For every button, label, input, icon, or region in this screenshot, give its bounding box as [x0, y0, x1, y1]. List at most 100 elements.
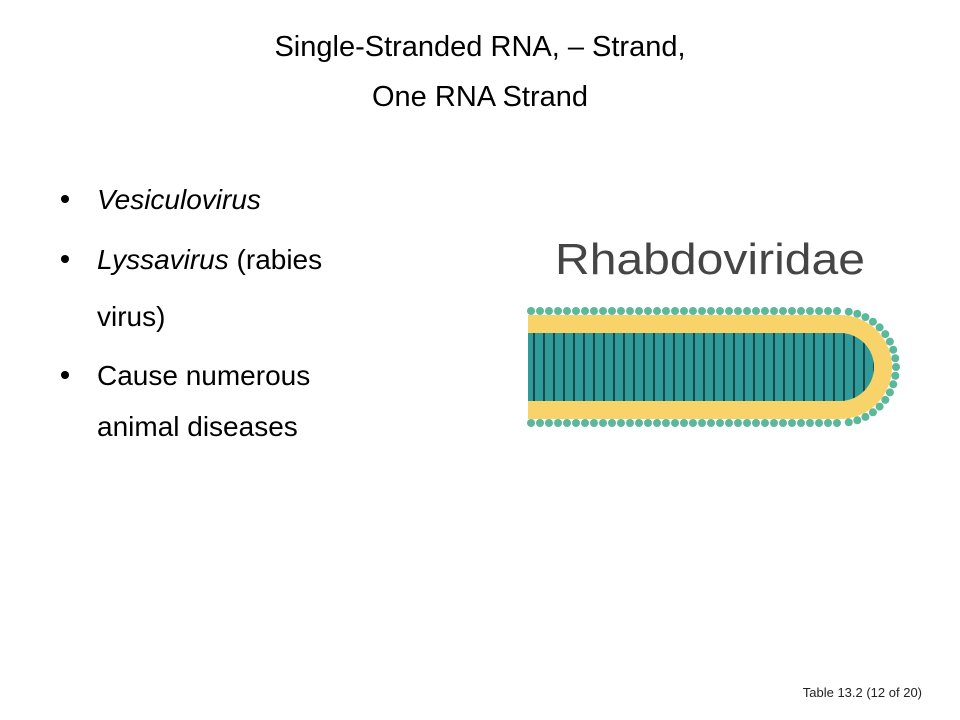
spike [572, 419, 580, 427]
spike [635, 307, 643, 315]
bullet-text: virus) [97, 301, 165, 332]
spike [833, 307, 841, 315]
spike [536, 307, 544, 315]
spike [536, 419, 544, 427]
bullet-plain: (rabies [237, 244, 323, 275]
spike [707, 419, 715, 427]
spike [563, 307, 571, 315]
spike [635, 419, 643, 427]
spike [599, 307, 607, 315]
footer: Table 13.2 (12 of 20) [803, 685, 922, 700]
spike [545, 419, 553, 427]
spike [875, 323, 884, 332]
figure-label: Rhabdoviridae [555, 235, 865, 284]
spike [881, 330, 890, 339]
spike [608, 307, 616, 315]
title-line: One RNA Strand [372, 81, 588, 113]
spike [608, 419, 616, 427]
spike [527, 419, 535, 427]
spike [752, 419, 760, 427]
spike [761, 419, 769, 427]
spike [662, 419, 670, 427]
spike [815, 307, 823, 315]
spike [581, 419, 589, 427]
spike [889, 380, 898, 389]
spike [770, 419, 778, 427]
spike [853, 416, 862, 425]
spike [743, 419, 751, 427]
spike [788, 307, 796, 315]
spike [644, 307, 652, 315]
spike [671, 419, 679, 427]
spike [815, 419, 823, 427]
nucleocapsid [528, 333, 874, 401]
spike [861, 412, 870, 421]
spike [861, 313, 870, 322]
spike [743, 307, 751, 315]
spike [617, 419, 625, 427]
spike [653, 419, 661, 427]
spike [892, 363, 900, 371]
spike [599, 419, 607, 427]
spike [527, 307, 535, 315]
spike [844, 307, 853, 316]
spike [644, 419, 652, 427]
spike [752, 307, 760, 315]
spike [881, 395, 890, 404]
spike [824, 419, 832, 427]
spike [680, 307, 688, 315]
spike [779, 307, 787, 315]
spike [891, 371, 900, 380]
spike [698, 307, 706, 315]
virus-illustration [527, 307, 900, 427]
bullet-dot [61, 371, 69, 379]
spike [554, 419, 562, 427]
spike [885, 337, 894, 346]
spike [734, 307, 742, 315]
spike [689, 419, 697, 427]
title-line: Single-Stranded RNA, – Strand, [274, 31, 685, 63]
spike [581, 307, 589, 315]
bullet-italic: Lyssavirus [97, 244, 229, 275]
bullet-text: Vesiculovirus [97, 184, 261, 215]
bullet-text: Cause numerous [97, 360, 310, 391]
bullet-text: animal diseases [97, 411, 298, 442]
stripes [533, 333, 874, 401]
spike [868, 317, 877, 326]
spike [545, 307, 553, 315]
spike [853, 309, 862, 318]
spike [725, 307, 733, 315]
spikes [527, 307, 900, 427]
spike [779, 419, 787, 427]
spike [806, 307, 814, 315]
spike [833, 419, 841, 427]
spike [868, 408, 877, 417]
spike [563, 419, 571, 427]
spike [698, 419, 706, 427]
spike [653, 307, 661, 315]
spike [680, 419, 688, 427]
spike [617, 307, 625, 315]
spike [891, 354, 900, 363]
spike [797, 419, 805, 427]
spike [889, 345, 898, 354]
bullet-text: Lyssavirus (rabies [97, 244, 322, 275]
spike [788, 419, 796, 427]
spike [885, 388, 894, 397]
spike [844, 418, 853, 427]
spike [716, 307, 724, 315]
spike [707, 307, 715, 315]
spike [626, 307, 634, 315]
spike [716, 419, 724, 427]
spike [797, 307, 805, 315]
spike [875, 402, 884, 411]
spike [770, 307, 778, 315]
bullet-dot [61, 195, 69, 203]
spike [662, 307, 670, 315]
spike [824, 307, 832, 315]
spike [671, 307, 679, 315]
spike [572, 307, 580, 315]
spike [689, 307, 697, 315]
spike [590, 419, 598, 427]
spike [734, 419, 742, 427]
